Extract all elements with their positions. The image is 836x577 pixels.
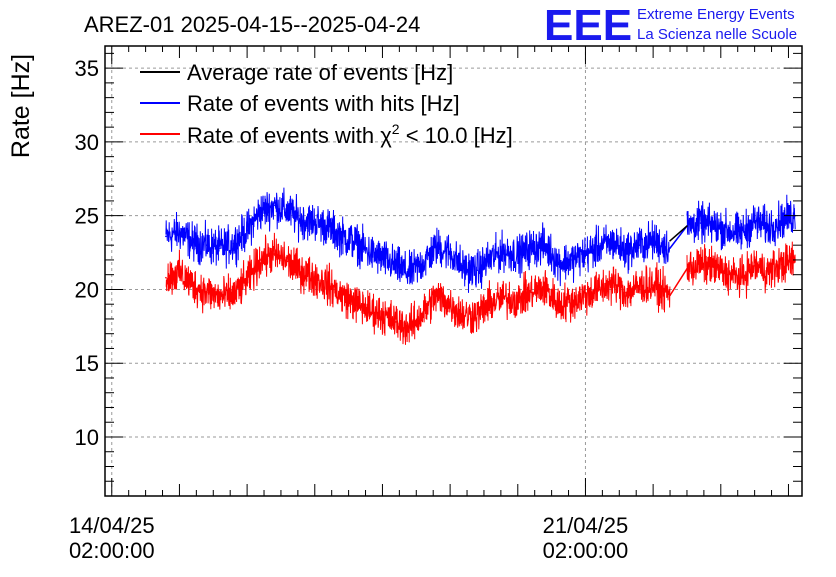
y-tick-label: 35: [75, 56, 99, 81]
legend-chi-symbol: χ: [380, 123, 392, 148]
legend-chi2-prefix: Rate of events with: [187, 123, 380, 148]
x-tick-label-time: 02:00:00: [543, 538, 629, 563]
x-tick-label-time: 02:00:00: [69, 538, 155, 563]
average-series-line: [669, 225, 688, 242]
series-group: [165, 187, 797, 345]
grid: [105, 46, 802, 496]
legend-label-average: Average rate of events [Hz]: [187, 60, 453, 85]
legend-chi-superscript: 2: [392, 121, 400, 137]
y-tick-label: 15: [75, 351, 99, 376]
org-name-line2: La Scienza nelle Scuole: [637, 26, 797, 43]
org-name-line1: Extreme Energy Events: [637, 6, 795, 23]
legend-chi2-suffix: < 10.0 [Hz]: [400, 123, 513, 148]
chi2-series-line-2: [686, 241, 796, 299]
hits-series-line-2: [686, 194, 796, 251]
y-tick-label: 10: [75, 425, 99, 450]
hits-data-point: [165, 235, 167, 238]
chi2-gap-connector: [669, 268, 688, 296]
chart-title: AREZ-01 2025-04-15--2025-04-24: [84, 12, 420, 37]
axes: 10152025303514/04/2502:00:0021/04/2502:0…: [69, 46, 802, 563]
legend-label-chi2: Rate of events with χ2 < 10.0 [Hz]: [187, 121, 513, 148]
y-tick-label: 30: [75, 130, 99, 155]
x-tick-label-date: 14/04/25: [69, 513, 155, 538]
chi2-series-line-1: [165, 232, 671, 345]
y-tick-label: 20: [75, 277, 99, 302]
y-axis-label: Rate [Hz]: [7, 54, 35, 158]
x-tick-label-date: 21/04/25: [543, 513, 629, 538]
legend-label-hits: Rate of events with hits [Hz]: [187, 91, 460, 116]
eee-logo: EEE: [544, 1, 632, 50]
hits-gap-connector: [669, 225, 688, 249]
chi2-data-point: [165, 276, 167, 279]
hits-data-point: [219, 247, 221, 249]
y-tick-label: 25: [75, 204, 99, 229]
plot-frame: [104, 45, 803, 497]
hits-series-line-1: [165, 187, 671, 293]
legend: Average rate of events [Hz] Rate of even…: [140, 60, 513, 148]
